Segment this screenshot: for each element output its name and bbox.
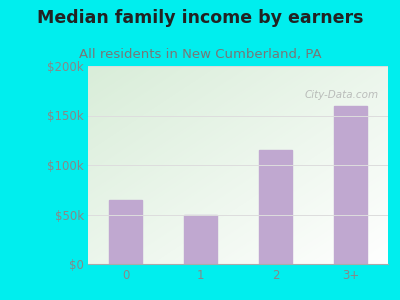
Text: All residents in New Cumberland, PA: All residents in New Cumberland, PA (79, 48, 321, 61)
Bar (259, 150, 292, 264)
Bar (184, 214, 217, 264)
Bar (109, 200, 142, 264)
Text: Median family income by earners: Median family income by earners (37, 9, 363, 27)
Bar (334, 106, 367, 264)
Text: City-Data.com: City-Data.com (305, 90, 379, 100)
